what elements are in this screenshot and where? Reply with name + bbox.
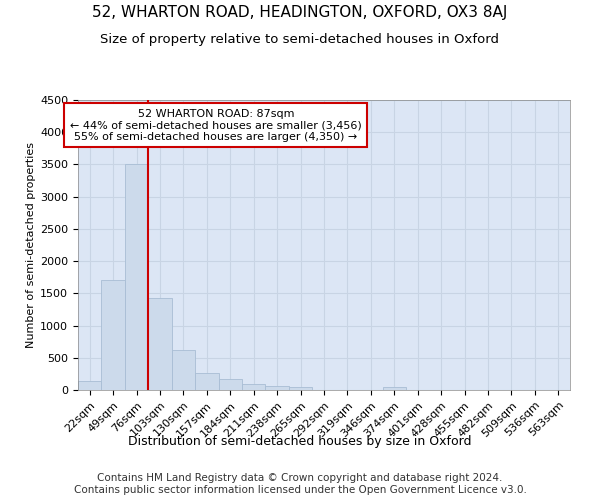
Bar [148,298,172,390]
Text: Contains HM Land Registry data © Crown copyright and database right 2024.
Contai: Contains HM Land Registry data © Crown c… [74,474,526,495]
Bar [78,381,101,390]
Text: Distribution of semi-detached houses by size in Oxford: Distribution of semi-detached houses by … [128,435,472,448]
Bar [101,280,125,390]
Y-axis label: Number of semi-detached properties: Number of semi-detached properties [26,142,36,348]
Bar [289,387,312,390]
Bar [383,388,406,390]
Bar [195,373,218,390]
Bar [265,386,289,390]
Bar [242,384,265,390]
Bar [125,164,148,390]
Bar [172,350,195,390]
Text: 52 WHARTON ROAD: 87sqm
← 44% of semi-detached houses are smaller (3,456)
55% of : 52 WHARTON ROAD: 87sqm ← 44% of semi-det… [70,108,362,142]
Text: Size of property relative to semi-detached houses in Oxford: Size of property relative to semi-detach… [101,32,499,46]
Text: 52, WHARTON ROAD, HEADINGTON, OXFORD, OX3 8AJ: 52, WHARTON ROAD, HEADINGTON, OXFORD, OX… [92,5,508,20]
Bar [218,378,242,390]
